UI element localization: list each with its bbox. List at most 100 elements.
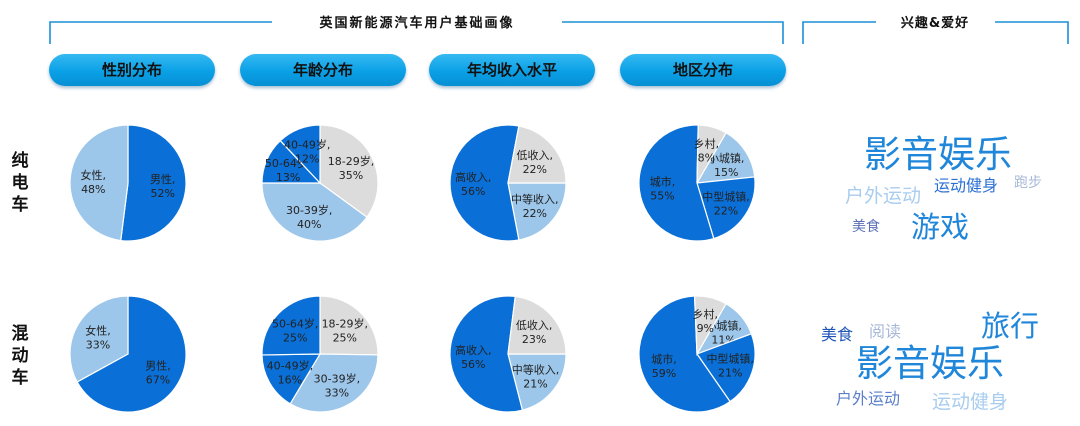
slice-label: 30-39岁, — [314, 371, 360, 385]
pie-slice — [279, 124, 321, 185]
pie-slice — [507, 182, 567, 241]
slice-value: 35% — [339, 169, 363, 182]
pie-slice — [261, 182, 368, 242]
pie-chart: 中等收入,21% 高收入,56% 低收入,23% — [449, 295, 567, 413]
slice-label: 中型城镇, — [706, 351, 754, 365]
slice-label: 男性, — [150, 172, 176, 186]
pie-slice — [449, 295, 524, 413]
pie-slice — [507, 125, 567, 184]
pie-slice — [693, 295, 727, 357]
pie-chart: 男性,67% 女性,33% — [69, 295, 187, 413]
pie-chart: 18-29岁,25%30-39岁,33%40-49岁,16%50-64岁,25% — [261, 295, 379, 413]
slice-value: 15% — [714, 166, 738, 179]
slice-value: 40% — [297, 218, 321, 231]
cloud-word: 旅行 — [981, 309, 1039, 343]
slice-value: 22% — [523, 207, 547, 220]
pie-slice — [449, 124, 520, 242]
slice-label: 中型城镇, — [702, 189, 750, 203]
pie-chart: 小城镇,11%中型城镇,21%城市,59%乡村,9% — [638, 295, 756, 413]
pie-slice — [120, 124, 187, 242]
category-pill-gender: 性别分布 — [49, 54, 215, 86]
pie-charts: 男性,52%女性,48%18-29岁,35%30-39岁,40%50-64岁,1… — [69, 124, 756, 413]
pie-slice — [638, 295, 731, 413]
pie-slice — [261, 295, 321, 356]
pie-chart: 中等收入,22%高收入,56%低收入,22% — [449, 124, 567, 242]
slice-value: 56% — [461, 358, 485, 371]
slice-label: 中等收入, — [512, 362, 560, 376]
slice-value: 21% — [523, 377, 547, 390]
pie-slice — [696, 333, 756, 403]
slice-label: 低收入, — [517, 148, 554, 162]
slice-label: 高收入, — [455, 343, 492, 357]
pie-slice — [507, 295, 567, 355]
slice-value: 13% — [276, 171, 300, 184]
cloud-word: 影音娱乐 — [856, 342, 1004, 385]
slice-label: 18-29岁, — [328, 154, 374, 168]
interest-header-bracket: 兴趣&爱好 — [802, 15, 1069, 44]
slice-label: 城市, — [650, 175, 676, 189]
slice-value: 16% — [278, 373, 302, 386]
slice-value: 8% — [698, 152, 715, 165]
slice-label: 女性, — [81, 168, 107, 182]
slice-value: 21% — [718, 366, 742, 379]
pie-slice — [289, 353, 379, 413]
cloud-word: 运动健身 — [934, 176, 998, 195]
slice-value: 33% — [325, 386, 349, 399]
row-label-bev: 纯电车 — [11, 151, 29, 215]
cloud-word: 阅读 — [869, 322, 901, 341]
interest-header-title: 兴趣&爱好 — [901, 15, 969, 31]
slice-value: 52% — [150, 187, 174, 200]
slice-label: 男性, — [145, 359, 171, 373]
pie-slice — [638, 124, 715, 242]
slice-label: 乡村, — [693, 307, 719, 321]
slice-value: 67% — [146, 374, 170, 387]
slice-value: 23% — [522, 333, 546, 346]
slice-label: 女性, — [85, 323, 111, 337]
slice-value: 59% — [652, 367, 676, 380]
cloud-word: 运动健身 — [932, 391, 1008, 413]
slice-value: 25% — [333, 332, 357, 345]
slice-label: 18-29岁, — [322, 317, 368, 331]
cloud-word: 美食 — [852, 218, 880, 235]
slice-value: 56% — [461, 185, 485, 198]
slice-label: 40-49岁, — [267, 358, 313, 372]
slice-label: 50-64岁, — [272, 317, 318, 331]
pie-chart: 18-29岁,35%30-39岁,40%50-64岁,13%40-49岁,12% — [261, 124, 379, 242]
pie-slice — [696, 124, 727, 184]
pie-slice — [696, 176, 756, 240]
main-header-title: 英国新能源汽车用户基础画像 — [318, 15, 514, 31]
slice-value: 25% — [283, 332, 307, 345]
slice-label: 40-49岁, — [284, 138, 330, 152]
slice-label: 中等收入, — [511, 192, 559, 206]
cloud-word: 影音娱乐 — [864, 133, 1012, 176]
pie-chart: 男性,52% 女性,48% — [69, 124, 187, 242]
pie-chart: 小城镇,15% 中型城镇,22% 城市,55% 乡村,8% — [638, 124, 756, 242]
cloud-word: 户外运动 — [836, 389, 900, 408]
slice-label: 高收入, — [455, 170, 492, 184]
pie-slice — [69, 124, 129, 242]
slice-value: 22% — [714, 204, 738, 217]
slice-label: 城市, — [651, 352, 677, 366]
pie-slice — [261, 353, 322, 405]
main-header-bracket: 英国新能源汽车用户基础画像 — [49, 15, 784, 44]
slice-value: 33% — [86, 338, 110, 351]
cloud-word: 美食 — [821, 325, 853, 344]
slice-value: 12% — [295, 153, 319, 166]
cloud-word: 跑步 — [1014, 175, 1042, 191]
pie-slice — [69, 295, 129, 383]
cloud-word: 游戏 — [911, 210, 969, 244]
row-label-phev: 混动车 — [11, 324, 29, 388]
slice-value: 55% — [650, 190, 674, 203]
category-pill-income: 年均收入水平 — [429, 54, 595, 86]
pie-slice — [319, 124, 379, 218]
pie-slice — [507, 353, 567, 411]
slice-value: 9% — [697, 322, 714, 335]
slice-label: 小城镇, — [708, 151, 745, 165]
category-pill-age: 年龄分布 — [240, 54, 406, 86]
slice-value: 22% — [523, 163, 547, 176]
slice-label: 乡村, — [694, 137, 720, 151]
slice-label: 30-39岁, — [286, 203, 332, 217]
